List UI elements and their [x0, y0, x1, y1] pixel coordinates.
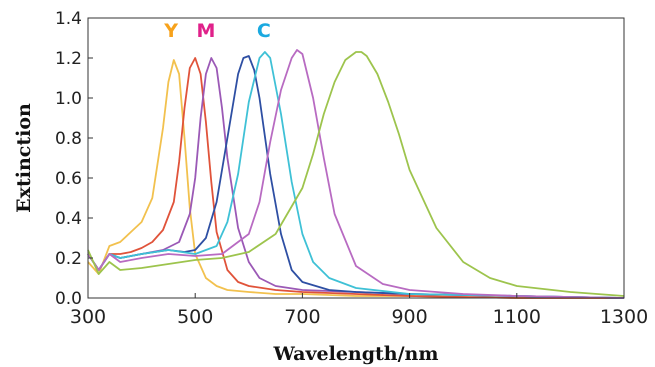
series-line-7 — [87, 51, 625, 297]
x-tick-label: 900 — [391, 306, 427, 328]
y-tick-label: 0.4 — [55, 209, 82, 229]
x-tick-label: 1300 — [600, 306, 648, 328]
series-layer — [87, 49, 625, 299]
series-line-1 — [87, 59, 624, 299]
series-line-5 — [87, 51, 625, 299]
plot-frame — [87, 17, 625, 299]
y-tick-label: 1.2 — [55, 49, 82, 69]
y-tick-label: 0.0 — [55, 289, 82, 309]
x-axis-label: Wavelength/nm — [273, 343, 439, 365]
y-tick-label: 1.0 — [55, 89, 82, 109]
y-tick-label: 0.6 — [55, 169, 82, 189]
series-line-2 — [87, 57, 624, 299]
peak-label-m: M — [196, 20, 215, 42]
y-axis-ticks: 0.0 0.2 0.4 0.6 0.8 1.0 1.2 1.4 — [55, 9, 93, 309]
x-tick-label: 500 — [177, 306, 213, 328]
y-tick-label: 0.8 — [55, 129, 82, 149]
x-tick-label: 700 — [284, 306, 320, 328]
y-axis-label: Extinction — [13, 103, 35, 213]
series-line-6 — [87, 49, 625, 299]
peak-label-c: C — [257, 20, 271, 42]
x-tick-label: 1100 — [493, 306, 541, 328]
peak-label-y: Y — [163, 20, 178, 42]
x-tick-label: 300 — [70, 306, 106, 328]
y-tick-label: 1.4 — [55, 9, 82, 29]
x-axis-ticks: 300 500 700 900 1100 1300 — [70, 293, 648, 328]
y-tick-label: 0.2 — [55, 249, 82, 269]
